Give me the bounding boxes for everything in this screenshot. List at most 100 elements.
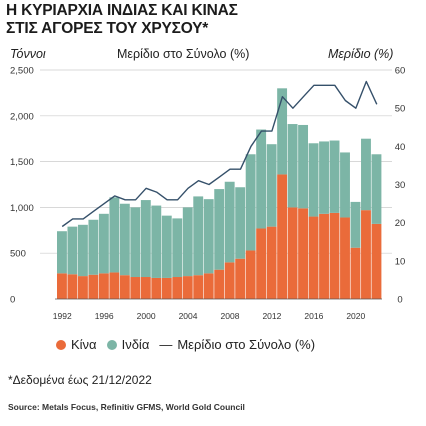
bar-india <box>119 203 130 276</box>
bar-china <box>308 216 319 299</box>
bar-india <box>266 144 277 227</box>
bar-india <box>224 181 235 263</box>
bar-india <box>182 207 193 277</box>
title-line-2: ΣΤΙΣ ΑΓΟΡΕΣ ΤΟΥ ΧΡΥΣΟΥ* <box>6 20 209 37</box>
bar-china <box>98 273 109 299</box>
x-tick-label: 1992 <box>53 311 72 321</box>
bar-india <box>172 218 183 278</box>
bar-india <box>67 226 78 275</box>
bar-china <box>151 277 162 299</box>
bar-india <box>161 215 172 278</box>
center-header: Μερίδιο στο Σύνολο (%) <box>117 47 250 61</box>
bar-india <box>109 197 120 273</box>
bar-india <box>88 219 99 275</box>
bar-india <box>340 152 350 218</box>
bar-india <box>350 201 361 248</box>
bar-india <box>203 199 214 274</box>
bar-india <box>57 231 67 274</box>
bar-china <box>371 223 382 299</box>
bar-china <box>256 228 267 299</box>
y-left-tick-label: 0 <box>10 295 15 306</box>
y-right-tick-label: 30 <box>395 180 406 191</box>
share-line <box>61 80 378 228</box>
bar-china <box>203 273 214 299</box>
y-left-tick-label: 1,000 <box>10 203 34 214</box>
bar-india <box>361 138 371 211</box>
bar-china <box>319 213 329 299</box>
bar-china <box>109 272 120 299</box>
bar-china <box>193 275 204 299</box>
bar-china <box>329 212 340 299</box>
y-right-tick-label: 10 <box>395 256 406 267</box>
legend-label-china: Κίνα <box>71 337 97 352</box>
bar-india <box>214 189 225 270</box>
bar-china <box>214 269 225 299</box>
bar-india <box>329 140 340 213</box>
bar-india <box>319 141 329 214</box>
bar-china <box>298 208 309 299</box>
legend-item-china: Κίνα <box>56 337 97 352</box>
bar-india <box>140 200 151 278</box>
bar-india <box>98 213 109 274</box>
bar-china <box>287 207 298 299</box>
bar-china <box>57 273 67 299</box>
bar-china <box>340 217 350 299</box>
bar-india <box>193 196 204 276</box>
bar-india <box>130 207 141 278</box>
x-tick-label: 1996 <box>95 311 114 321</box>
title-line-1: Η ΚΥΡΙΑΡΧΙΑ ΙΝΔΙΑΣ ΚΑΙ ΚΙΝΑΣ <box>6 2 238 19</box>
x-tick-label: 2008 <box>221 311 240 321</box>
bar-china <box>224 262 235 299</box>
bar-china <box>350 247 361 299</box>
bar-india <box>245 154 256 251</box>
x-tick-label: 2004 <box>179 311 198 321</box>
bar-india <box>371 154 382 224</box>
bar-china <box>67 274 78 299</box>
y-right-tick-label: 50 <box>395 104 406 115</box>
x-tick-label: 2000 <box>137 311 156 321</box>
legend-item-india: Ινδία <box>106 337 150 352</box>
bar-china <box>140 277 151 299</box>
bar-china <box>88 274 99 299</box>
bar-india <box>308 143 319 217</box>
bar-china <box>130 277 141 299</box>
source-note: Source: Metals Focus, Refinitiv GFMS, Wo… <box>8 402 245 412</box>
y-right-tick-label: 40 <box>395 142 406 153</box>
footnote: *Δεδομένα έως 21/12/2022 <box>8 373 152 387</box>
chart-legend: Κίνα Ινδία — Μερίδιο στο Σύνολο (%) <box>56 337 325 352</box>
x-tick-label: 2016 <box>304 311 323 321</box>
bar-india <box>235 187 246 259</box>
bar-china <box>182 276 193 299</box>
x-tick-label: 2012 <box>262 311 281 321</box>
bar-india <box>256 129 267 229</box>
bar-china <box>77 276 88 299</box>
y-left-tick-label: 500 <box>10 249 26 260</box>
bar-india <box>151 205 162 278</box>
legend-label-share: Μερίδιο στο Σύνολο (%) <box>177 337 316 352</box>
y-right-tick-label: 0 <box>397 295 402 306</box>
bar-china <box>161 277 172 299</box>
bar-china <box>172 277 183 299</box>
legend-swatch-china <box>56 339 66 350</box>
bar-india <box>77 224 88 277</box>
legend-item-share: — Μερίδιο στο Σύνολο (%) <box>159 337 315 352</box>
y-left-tick-label: 2,500 <box>10 66 34 77</box>
bar-china <box>361 210 371 299</box>
bar-china <box>235 258 246 299</box>
chart-title: Η ΚΥΡΙΑΡΧΙΑ ΙΝΔΙΑΣ ΚΑΙ ΚΙΝΑΣ ΣΤΙΣ ΑΓΟΡΕΣ… <box>6 2 238 38</box>
y-right-tick-label: 60 <box>395 66 406 77</box>
legend-swatch-india <box>106 339 117 350</box>
bar-china <box>266 226 277 299</box>
bar-china <box>277 174 288 299</box>
legend-swatch-share: — <box>159 337 173 352</box>
bar-india <box>287 124 298 208</box>
y-left-tick-label: 2,000 <box>10 111 34 122</box>
x-tick-label: 2020 <box>346 311 365 321</box>
bar-india <box>277 88 288 175</box>
bar-india <box>298 124 309 209</box>
legend-label-india: Ινδία <box>121 337 150 352</box>
right-axis-header: Μερίδιο (%) <box>328 47 394 61</box>
bar-china <box>245 250 256 299</box>
left-axis-header: Τόννοι <box>10 47 46 61</box>
